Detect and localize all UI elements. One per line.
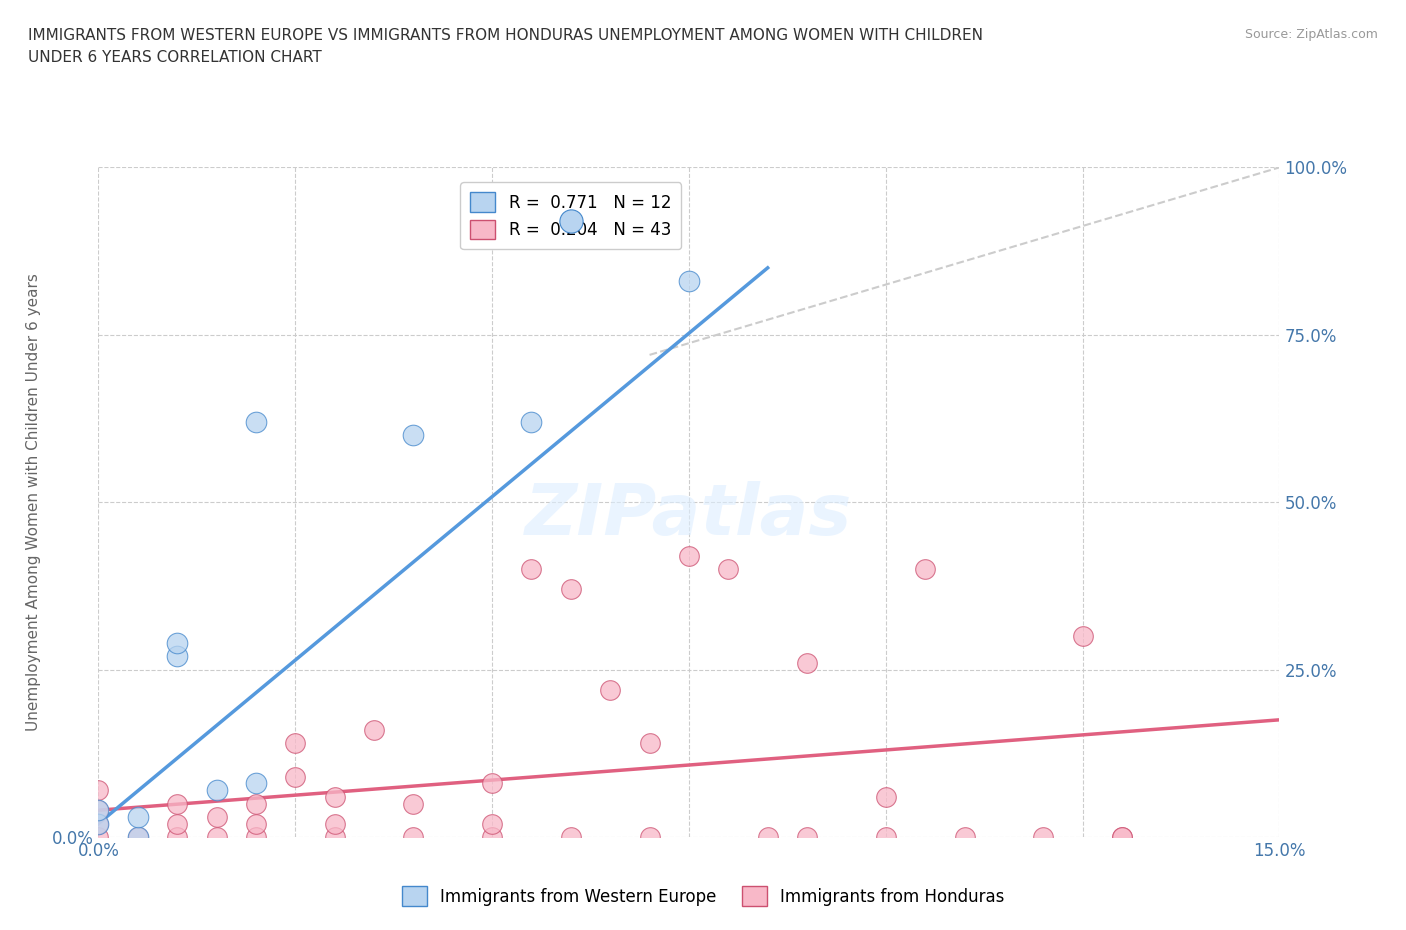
- Point: [205, 783, 228, 798]
- Point: [717, 562, 740, 577]
- Point: [166, 649, 188, 664]
- Point: [638, 736, 661, 751]
- Point: [245, 817, 267, 831]
- Point: [323, 830, 346, 844]
- Point: [481, 817, 503, 831]
- Point: [166, 796, 188, 811]
- Point: [560, 582, 582, 597]
- Point: [166, 830, 188, 844]
- Y-axis label: Unemployment Among Women with Children Under 6 years: Unemployment Among Women with Children U…: [25, 273, 41, 731]
- Point: [245, 415, 267, 430]
- Point: [1111, 830, 1133, 844]
- Point: [402, 428, 425, 443]
- Text: Source: ZipAtlas.com: Source: ZipAtlas.com: [1244, 28, 1378, 41]
- Point: [402, 796, 425, 811]
- Point: [205, 830, 228, 844]
- Point: [481, 830, 503, 844]
- Point: [87, 830, 110, 844]
- Point: [402, 830, 425, 844]
- Point: [166, 635, 188, 650]
- Point: [796, 830, 818, 844]
- Point: [953, 830, 976, 844]
- Point: [127, 830, 149, 844]
- Point: [87, 803, 110, 817]
- Point: [323, 817, 346, 831]
- Point: [284, 736, 307, 751]
- Point: [638, 830, 661, 844]
- Point: [323, 790, 346, 804]
- Text: ZIPatlas: ZIPatlas: [526, 481, 852, 550]
- Legend: Immigrants from Western Europe, Immigrants from Honduras: Immigrants from Western Europe, Immigran…: [395, 880, 1011, 912]
- Point: [245, 830, 267, 844]
- Point: [87, 817, 110, 831]
- Point: [363, 723, 385, 737]
- Point: [796, 656, 818, 671]
- Point: [520, 562, 543, 577]
- Point: [245, 796, 267, 811]
- Point: [599, 683, 621, 698]
- Point: [520, 415, 543, 430]
- Point: [87, 783, 110, 798]
- Legend: R =  0.771   N = 12, R =  0.204   N = 43: R = 0.771 N = 12, R = 0.204 N = 43: [460, 182, 682, 249]
- Point: [284, 769, 307, 784]
- Point: [127, 830, 149, 844]
- Point: [1071, 629, 1094, 644]
- Point: [756, 830, 779, 844]
- Point: [245, 776, 267, 790]
- Point: [875, 790, 897, 804]
- Point: [127, 809, 149, 824]
- Point: [87, 817, 110, 831]
- Point: [678, 549, 700, 564]
- Point: [875, 830, 897, 844]
- Point: [1032, 830, 1054, 844]
- Point: [914, 562, 936, 577]
- Point: [87, 803, 110, 817]
- Point: [1111, 830, 1133, 844]
- Point: [481, 776, 503, 790]
- Point: [678, 273, 700, 288]
- Point: [205, 809, 228, 824]
- Point: [166, 817, 188, 831]
- Text: IMMIGRANTS FROM WESTERN EUROPE VS IMMIGRANTS FROM HONDURAS UNEMPLOYMENT AMONG WO: IMMIGRANTS FROM WESTERN EUROPE VS IMMIGR…: [28, 28, 983, 65]
- Point: [560, 830, 582, 844]
